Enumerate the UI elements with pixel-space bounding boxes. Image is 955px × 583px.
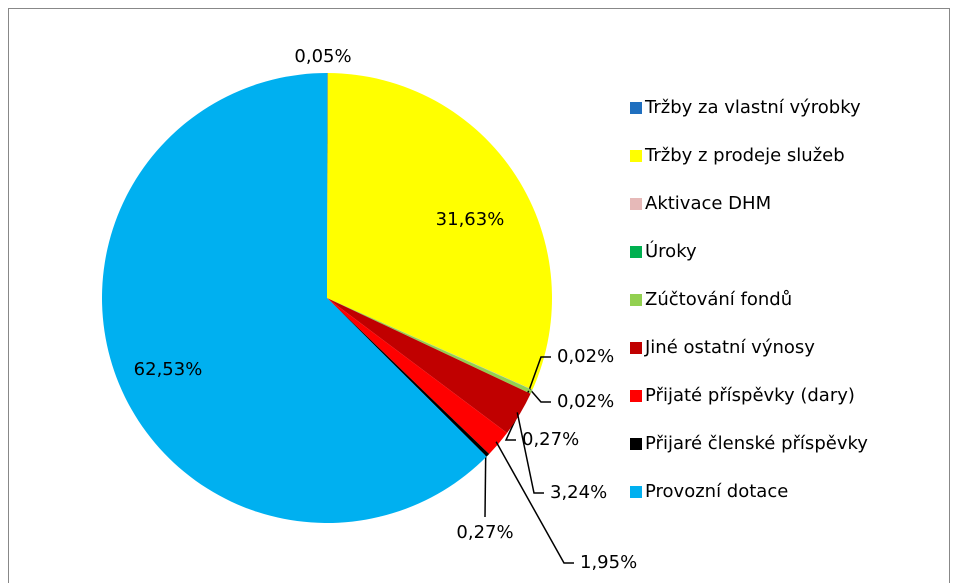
legend-swatch: [630, 198, 642, 210]
legend-swatch: [630, 486, 642, 498]
legend-label: Zúčtování fondů: [645, 289, 792, 310]
pie-slice: [327, 298, 531, 433]
legend-swatch: [630, 294, 642, 306]
legend-label: Aktivace DHM: [645, 193, 771, 214]
leader-line: [516, 412, 544, 494]
pie-slice: [327, 298, 533, 391]
legend-swatch: [630, 438, 642, 450]
pie-slice: [327, 73, 552, 390]
legend-label: Tržby za vlastní výrobky: [644, 97, 861, 118]
legend-swatch: [630, 246, 642, 258]
pie-slice: [102, 73, 487, 524]
legend-swatch: [630, 150, 642, 162]
data-label: 0,02%: [557, 346, 614, 367]
legend-label: Přijaré členské příspěvky: [645, 433, 868, 454]
legend-label: Jiné ostatní výnosy: [644, 337, 815, 358]
legend-label: Provozní dotace: [645, 481, 788, 502]
legend-swatch: [630, 342, 642, 354]
leader-line: [484, 453, 487, 518]
data-label: 0,27%: [522, 429, 579, 450]
data-label: 62,53%: [134, 359, 203, 380]
pie-slice: [327, 298, 508, 454]
data-label: 1,95%: [580, 552, 637, 573]
pie-slice: [327, 73, 328, 298]
data-label: 0,27%: [456, 522, 513, 543]
leader-line: [528, 388, 551, 403]
legend-swatch: [630, 102, 642, 114]
pie-slice: [327, 298, 533, 394]
legend-label: Tržby z prodeje služeb: [644, 145, 845, 166]
data-label: 31,63%: [436, 209, 505, 230]
pie-slice: [327, 298, 490, 457]
leader-line: [495, 441, 574, 564]
data-label: 0,02%: [557, 391, 614, 412]
data-label: 0,05%: [294, 46, 351, 67]
legend-label: Přijaté příspěvky (dary): [645, 385, 855, 406]
leader-line: [528, 356, 551, 389]
legend-label: Úroky: [645, 240, 697, 262]
pie-slice: [327, 298, 533, 391]
data-label: 3,24%: [550, 482, 607, 503]
legend-swatch: [630, 390, 642, 402]
